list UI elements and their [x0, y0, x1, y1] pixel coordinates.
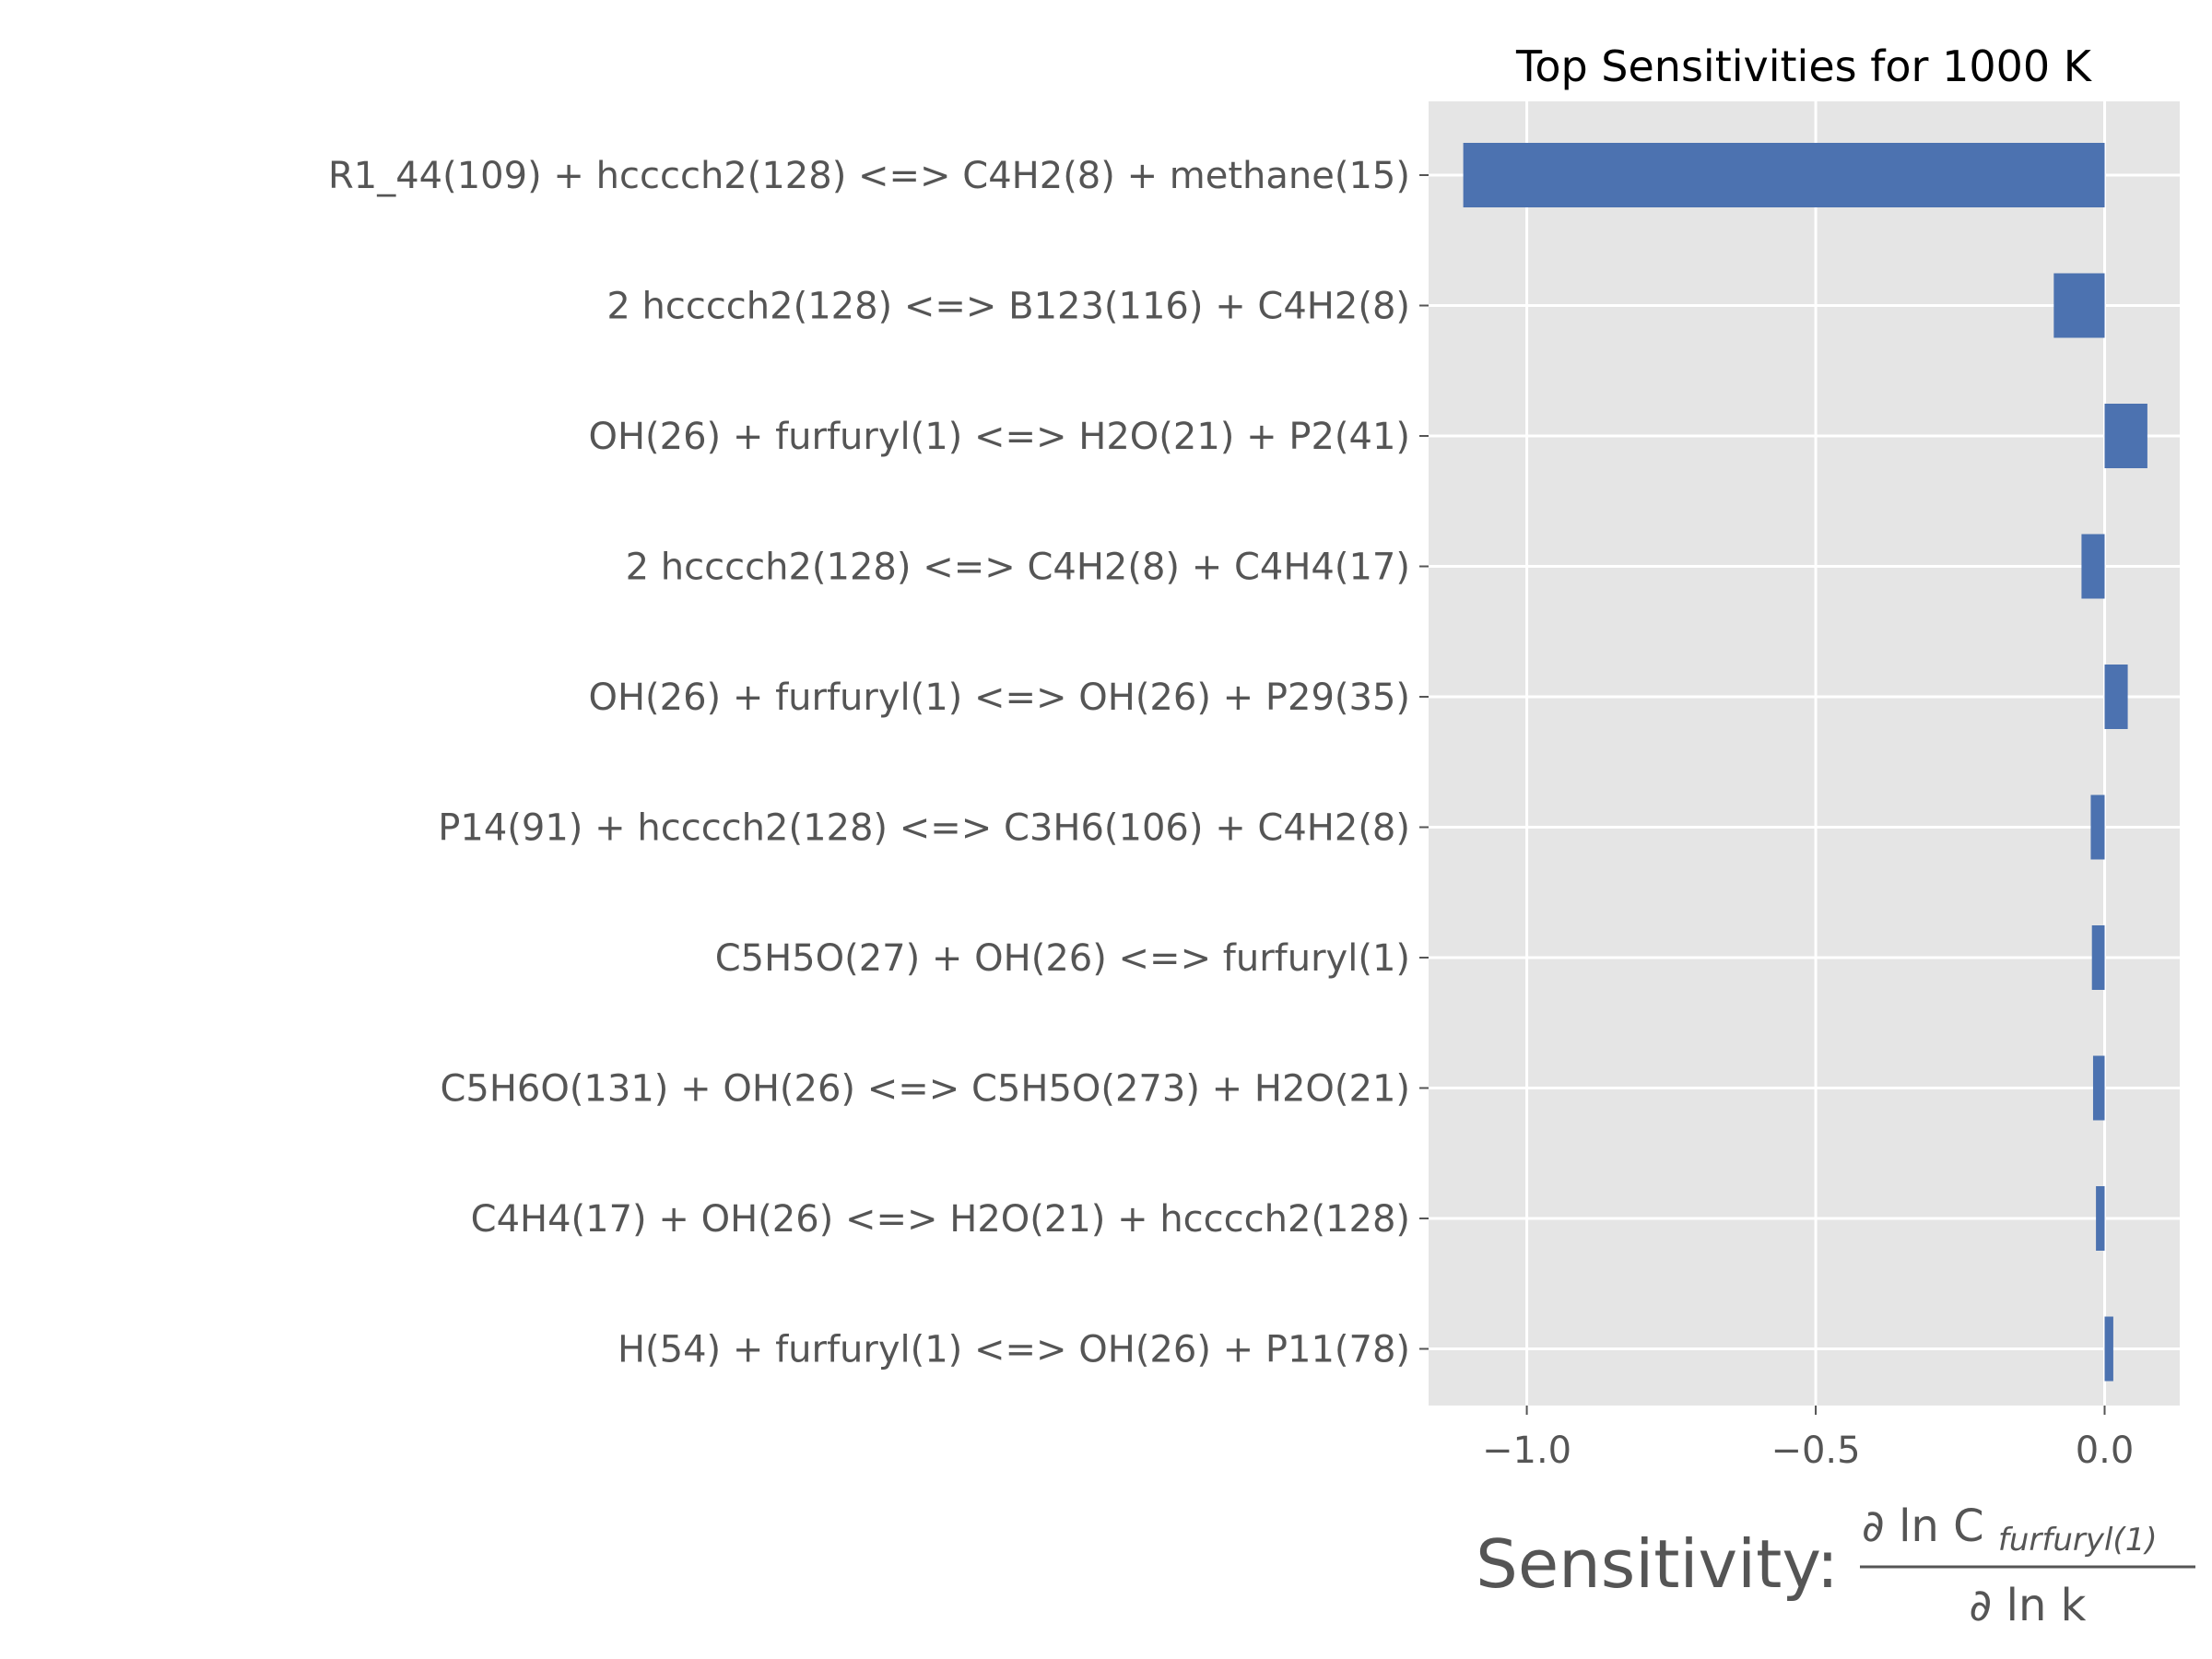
x-axis-label-numerator-subscript: furfuryl(1): [1998, 1522, 2158, 1559]
bar: [2104, 404, 2147, 468]
y-tick-label: OH(26) + furfuryl(1) <=> H2O(21) + P2(41…: [588, 416, 1410, 458]
y-tick-label: P14(91) + hcccch2(128) <=> C3H6(106) + C…: [438, 807, 1410, 850]
bar: [2104, 1316, 2113, 1382]
x-tick-label: 0.0: [2076, 1430, 2135, 1472]
y-tick-label: H(54) + furfuryl(1) <=> OH(26) + P11(78): [618, 1329, 1410, 1371]
y-tick-label: 2 hcccch2(128) <=> B123(116) + C4H2(8): [606, 286, 1410, 328]
y-tick-label: OH(26) + furfuryl(1) <=> OH(26) + P29(35…: [588, 677, 1410, 719]
bar: [2053, 273, 2105, 338]
chart-title: Top Sensitivities for 1000 K: [1515, 41, 2093, 91]
x-axis: −1.0 −0.5 0.0: [1482, 1406, 2134, 1472]
x-axis-label-prefix: Sensitivity:: [1476, 1525, 1839, 1603]
y-tick-label: C4H4(17) + OH(26) <=> H2O(21) + hcccch2(…: [471, 1198, 1410, 1241]
y-tick-label: 2 hcccch2(128) <=> C4H2(8) + C4H4(17): [626, 547, 1410, 589]
x-axis-label-numerator-main: ∂ ln C: [1862, 1500, 1984, 1552]
bar: [2091, 925, 2105, 990]
y-axis: R1_44(109) + hcccch2(128) <=> C4H2(8) + …: [328, 155, 1429, 1371]
x-tick-label: −0.5: [1771, 1430, 1860, 1472]
x-axis-label: Sensitivity: ∂ ln C furfuryl(1) ∂ ln k: [1476, 1500, 2195, 1631]
bar: [2092, 1055, 2105, 1121]
y-tick-label: C5H5O(27) + OH(26) <=> furfuryl(1): [715, 937, 1410, 980]
x-axis-label-numerator: ∂ ln C furfuryl(1): [1862, 1500, 2158, 1559]
bar: [2104, 665, 2128, 729]
bar: [2090, 794, 2105, 860]
y-tick-label: C5H6O(131) + OH(26) <=> C5H5O(273) + H2O…: [440, 1068, 1410, 1111]
x-tick-label: −1.0: [1482, 1430, 1571, 1472]
bars: [1463, 143, 2147, 1382]
x-axis-label-denominator: ∂ ln k: [1970, 1580, 2087, 1631]
bar: [2096, 1186, 2105, 1251]
bar: [2081, 534, 2105, 599]
y-tick-label: R1_44(109) + hcccch2(128) <=> C4H2(8) + …: [328, 155, 1410, 197]
bar: [1463, 143, 2105, 207]
